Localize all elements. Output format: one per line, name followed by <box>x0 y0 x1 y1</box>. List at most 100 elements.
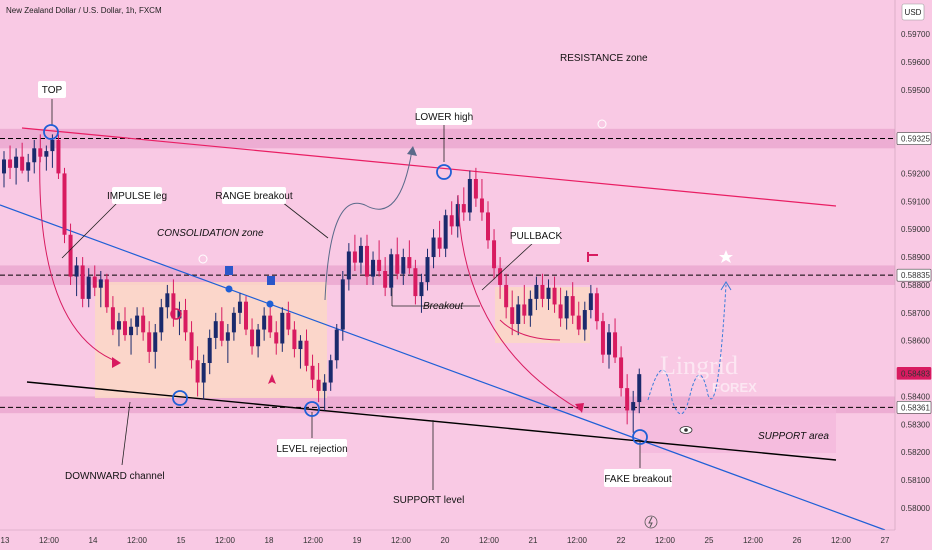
candle <box>619 346 624 397</box>
level-rejection-circle <box>304 401 320 417</box>
x-tick-label: 12:00 <box>39 536 60 545</box>
impulse-pointer <box>61 201 119 259</box>
candle-body <box>153 332 158 352</box>
x-tick-label: 13 <box>1 536 10 545</box>
x-tick-label: 12:00 <box>743 536 764 545</box>
candle-body <box>328 360 333 383</box>
candle <box>498 257 503 299</box>
candle <box>286 301 291 336</box>
y-tick-label: 0.59600 <box>901 58 930 67</box>
zone-resistance <box>0 128 895 149</box>
candle-body <box>570 296 575 316</box>
candle-body <box>316 379 321 391</box>
candle <box>631 390 636 433</box>
candle-body <box>613 332 618 358</box>
downward-channel-label: DOWNWARD channel <box>65 471 165 482</box>
candle <box>201 354 206 400</box>
candle-body <box>274 332 279 344</box>
candle-body <box>540 284 545 299</box>
zones-layer <box>0 128 895 414</box>
top-label-box <box>38 81 66 98</box>
candle-body <box>44 151 49 157</box>
candle-body <box>98 279 103 288</box>
candle <box>80 257 85 308</box>
x-tick-label: 12:00 <box>831 536 852 545</box>
horizontal-levels-layer <box>0 138 895 408</box>
candle-body <box>183 310 188 333</box>
y-tick-label: 0.58483 <box>901 369 930 378</box>
candle-body <box>516 304 521 324</box>
candle-body <box>268 315 273 333</box>
candle-body <box>631 402 636 411</box>
candle <box>437 220 442 258</box>
downward-channel-lower-line <box>26 381 837 461</box>
candle <box>383 257 388 297</box>
range-breakout-label: RANGE breakout <box>215 191 292 202</box>
candle <box>280 307 285 352</box>
x-tick-label: 12:00 <box>391 536 412 545</box>
candle <box>365 234 369 285</box>
candle <box>98 271 103 308</box>
candle-body <box>244 301 248 330</box>
x-tick-label: 12:00 <box>127 536 148 545</box>
pullback-pointer <box>481 241 535 291</box>
candle-body <box>455 204 460 227</box>
x-tick-label: 12:00 <box>567 536 588 545</box>
candle <box>504 273 509 319</box>
candle <box>552 276 557 313</box>
watermark-line1: Lingrid <box>660 351 738 380</box>
candle-body <box>528 298 533 316</box>
candle <box>110 296 115 336</box>
range-breakout-arrow <box>324 149 413 301</box>
candle <box>26 153 31 182</box>
candle <box>528 290 533 327</box>
eye-pupil-icon <box>684 428 688 432</box>
candle <box>594 287 599 330</box>
candle <box>377 240 382 277</box>
candle <box>141 307 146 341</box>
candle-body <box>26 162 31 171</box>
breakout-label: Breakout <box>423 301 464 312</box>
candle <box>225 323 230 364</box>
candle <box>274 321 279 355</box>
y-tick-label: 0.58361 <box>901 403 930 412</box>
price-tag <box>896 367 932 380</box>
y-tick-label: 0.58000 <box>901 504 930 513</box>
candle-body <box>467 178 472 213</box>
candle-body <box>443 215 448 249</box>
candle-body <box>576 315 581 330</box>
candle-body <box>534 284 539 299</box>
flag-icon-1 <box>225 266 233 275</box>
star-icon <box>719 250 733 263</box>
candle-body <box>159 307 164 333</box>
candle-body <box>419 282 424 297</box>
candle-body <box>123 321 127 336</box>
candle <box>588 284 593 319</box>
snail-icon <box>170 308 182 320</box>
resistance-zone-label: RESISTANCE zone <box>560 53 648 64</box>
candle <box>231 307 236 341</box>
candle-body <box>280 312 285 344</box>
candle <box>328 354 333 391</box>
candle <box>32 139 37 174</box>
pullback-label-box <box>512 227 560 244</box>
x-tick-label: 14 <box>89 536 98 545</box>
candle <box>346 243 351 291</box>
candle-body <box>582 310 587 330</box>
y-tick-label: 0.59200 <box>901 169 930 178</box>
candle-body <box>637 374 642 403</box>
candle-body <box>189 332 194 361</box>
candle-body <box>256 329 261 347</box>
candle <box>540 273 545 308</box>
candle-body <box>177 310 182 319</box>
candle <box>389 248 394 297</box>
candle-body <box>171 293 176 319</box>
candle-body <box>564 296 569 319</box>
lower-high-label-box <box>416 108 472 125</box>
candle <box>334 323 339 369</box>
candle <box>310 354 315 389</box>
resistance-trend-line <box>21 127 837 207</box>
candle <box>600 312 605 364</box>
candle <box>74 257 79 297</box>
plus-circle-icon <box>597 119 607 129</box>
